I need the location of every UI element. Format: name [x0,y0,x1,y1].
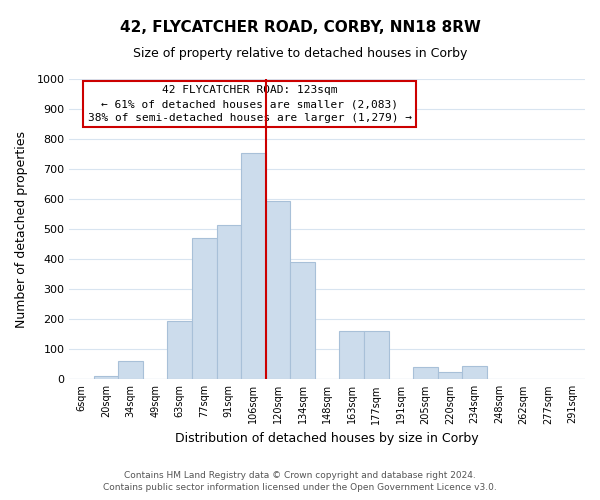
Bar [217,224,241,380]
Bar [192,238,217,380]
Bar [437,372,462,380]
Text: Contains HM Land Registry data © Crown copyright and database right 2024.: Contains HM Land Registry data © Crown c… [124,471,476,480]
Bar [413,366,437,380]
Y-axis label: Number of detached properties: Number of detached properties [15,130,28,328]
Text: Size of property relative to detached houses in Corby: Size of property relative to detached ho… [133,48,467,60]
Bar [94,376,118,380]
X-axis label: Distribution of detached houses by size in Corby: Distribution of detached houses by size … [175,432,479,445]
Bar [241,152,266,380]
Bar [266,200,290,380]
Bar [118,360,143,380]
Text: Contains public sector information licensed under the Open Government Licence v3: Contains public sector information licen… [103,484,497,492]
Bar [364,332,389,380]
Text: 42, FLYCATCHER ROAD, CORBY, NN18 8RW: 42, FLYCATCHER ROAD, CORBY, NN18 8RW [119,20,481,35]
Text: 42 FLYCATCHER ROAD: 123sqm
← 61% of detached houses are smaller (2,083)
38% of s: 42 FLYCATCHER ROAD: 123sqm ← 61% of deta… [88,85,412,123]
Bar [340,332,364,380]
Bar [167,320,192,380]
Bar [462,366,487,380]
Bar [290,262,315,380]
